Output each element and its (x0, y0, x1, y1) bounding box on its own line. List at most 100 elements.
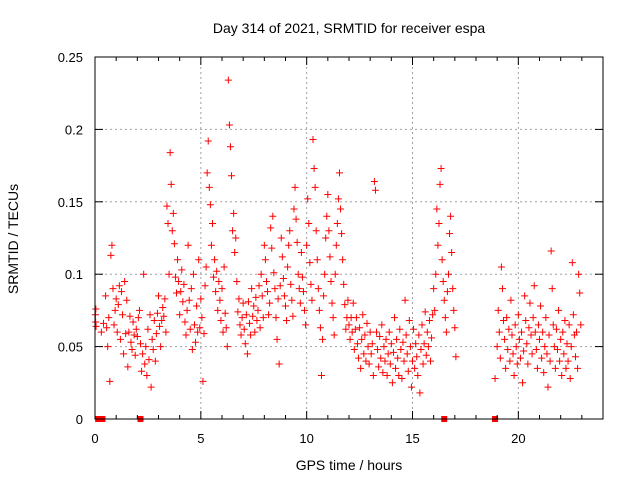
data-point (267, 224, 275, 232)
data-point (514, 311, 522, 319)
data-point (341, 301, 349, 309)
data-point (208, 220, 216, 228)
data-point (161, 295, 169, 303)
data-point (175, 277, 183, 285)
data-point (185, 296, 193, 304)
data-point (167, 180, 175, 188)
data-point (523, 340, 531, 348)
data-point (119, 311, 127, 319)
data-point (519, 379, 527, 387)
data-point (409, 357, 416, 365)
data-point (334, 195, 342, 203)
data-point (137, 340, 145, 348)
data-point (563, 340, 571, 348)
data-point (451, 324, 459, 332)
data-point (442, 328, 450, 336)
data-point (405, 317, 413, 325)
data-point (560, 350, 568, 358)
data-point (127, 338, 135, 346)
data-point (163, 202, 171, 210)
y-tick-label: 0.2 (65, 122, 83, 137)
data-point (350, 345, 358, 353)
data-point (574, 364, 582, 372)
data-point (200, 330, 208, 338)
data-point (497, 263, 505, 271)
data-point (273, 335, 281, 343)
data-point (190, 321, 198, 329)
data-point (246, 319, 254, 327)
data-point (120, 350, 128, 358)
data-point (324, 191, 332, 199)
data-point (124, 363, 132, 371)
data-point (443, 288, 451, 296)
data-point (297, 248, 305, 256)
data-point (529, 314, 537, 322)
data-point (510, 372, 518, 380)
data-point (389, 348, 397, 356)
data-point (420, 340, 428, 348)
data-point (135, 306, 143, 314)
data-point (252, 293, 260, 301)
data-point (332, 241, 340, 249)
data-point (197, 295, 205, 303)
data-point (391, 314, 399, 322)
data-point (557, 335, 565, 343)
data-points (91, 76, 585, 397)
data-point (126, 312, 134, 320)
data-point (108, 241, 116, 249)
data-point (92, 305, 100, 313)
data-point (349, 299, 357, 307)
data-point (423, 328, 431, 336)
data-point (316, 324, 324, 332)
data-point (322, 234, 330, 242)
data-point (169, 209, 177, 217)
data-point (97, 328, 105, 336)
data-point (335, 169, 343, 177)
data-point (419, 360, 427, 368)
data-point (521, 292, 529, 300)
data-point (387, 340, 395, 348)
x-tick-label: 5 (197, 431, 204, 446)
data-point (378, 321, 386, 329)
data-point (237, 331, 245, 339)
data-point (373, 328, 381, 336)
x-tick-label: 20 (511, 431, 525, 446)
data-point (424, 343, 432, 351)
data-point (526, 299, 534, 307)
data-point (242, 311, 250, 319)
data-point (282, 302, 289, 310)
data-point (431, 306, 439, 314)
data-point (306, 259, 314, 267)
data-point (176, 311, 184, 319)
data-point (553, 345, 561, 353)
data-point (294, 270, 302, 278)
data-point (348, 328, 356, 336)
data-point (215, 277, 223, 285)
data-point (235, 295, 243, 303)
data-point (203, 169, 211, 177)
data-point (162, 328, 170, 336)
data-point (142, 343, 150, 351)
data-point (422, 351, 430, 359)
data-point (266, 299, 274, 307)
data-point (388, 379, 396, 387)
data-point (272, 314, 280, 322)
data-point (333, 220, 341, 228)
data-point (440, 296, 448, 304)
data-point (381, 357, 389, 365)
data-point (275, 360, 283, 368)
data-point (315, 306, 323, 314)
data-point (513, 360, 521, 368)
data-point (364, 343, 372, 351)
data-point (410, 325, 418, 333)
data-point (522, 317, 530, 325)
data-point (143, 372, 151, 380)
data-point (145, 356, 153, 364)
data-point (435, 220, 443, 228)
data-point (367, 350, 375, 358)
data-point (201, 282, 209, 290)
data-point (549, 321, 557, 329)
data-point (340, 280, 348, 288)
data-point (392, 364, 400, 372)
data-point (107, 251, 115, 259)
